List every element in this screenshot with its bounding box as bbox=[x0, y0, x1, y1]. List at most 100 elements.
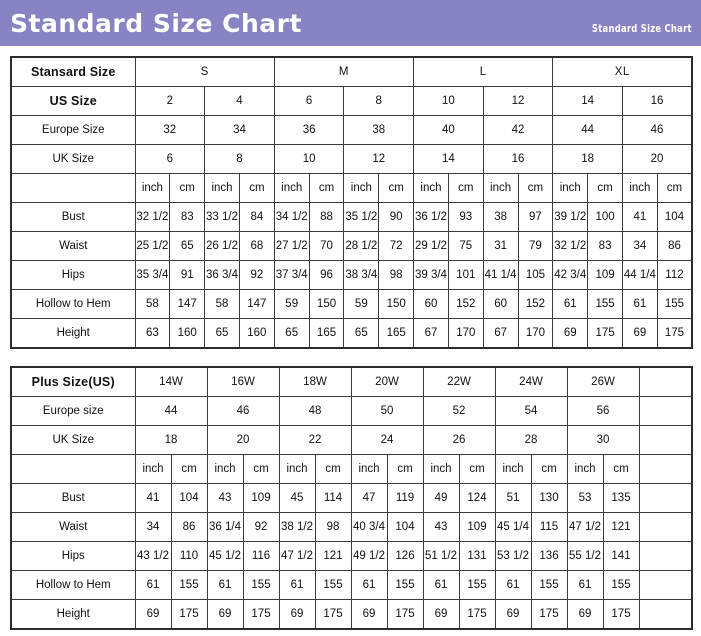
measurement-cm-value: 165 bbox=[308, 318, 345, 349]
table-row-us-size-cell: 16 bbox=[621, 86, 693, 116]
measurement-inch-value: 37 3/4 bbox=[273, 260, 310, 290]
measurement-cm-value: 86 bbox=[656, 231, 693, 261]
table-row-europe-size-cell: 44 bbox=[552, 115, 623, 145]
measurement-inch-value: 65 bbox=[273, 318, 310, 349]
measurement-inch-value: 65 bbox=[204, 318, 240, 349]
measurement-label: Hollow to Hem bbox=[10, 289, 136, 319]
measurement-inch-value: 53 1/2 bbox=[494, 541, 532, 571]
table-row-plus-size-cell: 18W bbox=[278, 366, 352, 397]
measurement-cm-value: 147 bbox=[238, 289, 275, 319]
measurement-cm-value: 97 bbox=[517, 202, 554, 232]
measurement-label: Hips bbox=[10, 541, 136, 571]
measurement-inch-value: 49 1/2 bbox=[350, 541, 388, 571]
measurement-inch-value: 59 bbox=[343, 289, 380, 319]
measurement-inch-value: 67 bbox=[482, 318, 519, 349]
measurement-cm-value: 92 bbox=[238, 260, 275, 290]
measurement-inch-value: 60 bbox=[413, 289, 449, 319]
measurement-cm-value: 175 bbox=[530, 599, 568, 630]
measurement-inch-value: 38 bbox=[482, 202, 519, 232]
table-row-plus-size-cell: 26W bbox=[566, 366, 640, 397]
measurement-cm-value: 83 bbox=[587, 231, 623, 261]
measurement-cm-value: 175 bbox=[170, 599, 208, 630]
trailing-empty-cell bbox=[638, 483, 693, 513]
table-row-europe-size-cell: 36 bbox=[273, 115, 345, 145]
measurement-cm-value: 175 bbox=[386, 599, 424, 630]
measurement-inch-value: 32 1/2 bbox=[134, 202, 171, 232]
measurement-cm-value: 104 bbox=[170, 483, 208, 513]
measurement-inch-value: 42 3/4 bbox=[552, 260, 589, 290]
table-row-us-size-label: US Size bbox=[10, 86, 136, 116]
table-row-uk-size: UK Size 6 8 10 12 14 16 18 20 bbox=[10, 144, 693, 174]
measurement-inch-value: 51 bbox=[494, 483, 532, 513]
table-row-europe-size: Europe Size 32 34 36 38 40 42 44 46 bbox=[10, 115, 693, 145]
measurement-label: Bust bbox=[10, 202, 136, 232]
measurement-inch-value: 27 1/2 bbox=[273, 231, 310, 261]
unit-header-inch: inch bbox=[350, 454, 388, 484]
measurement-cm-value: 90 bbox=[378, 202, 415, 232]
measurement-label: Waist bbox=[10, 231, 136, 261]
measurement-inch-value: 25 1/2 bbox=[134, 231, 171, 261]
measurement-label: Hollow to Hem bbox=[10, 570, 136, 600]
table-row-plus-size-label: Plus Size(US) bbox=[10, 366, 136, 397]
measurement-cm-value: 83 bbox=[169, 202, 206, 232]
measurement-cm-value: 68 bbox=[238, 231, 275, 261]
table-row-uk-size-cell: 12 bbox=[343, 144, 415, 174]
table-row-europe-size-cell: 42 bbox=[482, 115, 554, 145]
measurement-cm-value: 150 bbox=[308, 289, 345, 319]
measurement-cm-value: 155 bbox=[656, 289, 693, 319]
table-row-units: inch cm inch cm inch cm inch cm inch cm inch cm inch… bbox=[10, 173, 693, 203]
measurement-cm-value: 175 bbox=[587, 318, 623, 349]
table-row-uk-size-label: UK Size bbox=[10, 425, 136, 455]
measurement-inch-value: 53 bbox=[566, 483, 604, 513]
measurement-inch-value: 69 bbox=[278, 599, 316, 630]
measurement-inch-value: 33 1/2 bbox=[204, 202, 240, 232]
measurement-inch-value: 32 1/2 bbox=[552, 231, 589, 261]
table-row-size-groups: Stansard Size S M L XL bbox=[10, 56, 693, 87]
measurement-inch-value: 34 1/2 bbox=[273, 202, 310, 232]
measurement-inch-value: 61 bbox=[566, 570, 604, 600]
unit-header-cm: cm bbox=[378, 173, 415, 203]
measurement-inch-value: 31 bbox=[482, 231, 519, 261]
measurement-cm-value: 155 bbox=[458, 570, 496, 600]
measurement-label: Bust bbox=[10, 483, 136, 513]
table-row-uk-size-cell: 28 bbox=[494, 425, 568, 455]
measurement-inch-value: 35 3/4 bbox=[134, 260, 171, 290]
measurement-cm-value: 121 bbox=[314, 541, 352, 571]
measurement-inch-value: 29 1/2 bbox=[413, 231, 449, 261]
table-row-measurement: Waist 25 1/2 65 26 1/2 68 27 1/2 70 28 1/2 72 29 … bbox=[10, 231, 693, 261]
measurement-cm-value: 98 bbox=[378, 260, 415, 290]
measurement-inch-value: 34 bbox=[621, 231, 658, 261]
table-row-us-size-cell: 10 bbox=[413, 86, 484, 116]
size-group-header: XL bbox=[552, 56, 693, 87]
measurement-cm-value: 135 bbox=[602, 483, 640, 513]
unit-header-cm: cm bbox=[447, 173, 484, 203]
table-row-uk-size-cell: 18 bbox=[552, 144, 623, 174]
unit-header-cm: cm bbox=[530, 454, 568, 484]
page-title: Standard Size Chart bbox=[10, 8, 302, 38]
measurement-cm-value: 101 bbox=[447, 260, 484, 290]
measurement-cm-value: 104 bbox=[386, 512, 424, 542]
table-row-europe-size: Europe size 44 46 48 50 52 54 56 bbox=[10, 396, 693, 426]
table-row-uk-size-cell: 16 bbox=[482, 144, 554, 174]
table-row-europe-size-cell: 56 bbox=[566, 396, 640, 426]
standard-size-corner-label: Stansard Size bbox=[10, 56, 136, 87]
table-row-europe-size-cell: 54 bbox=[494, 396, 568, 426]
measurement-cm-value: 100 bbox=[587, 202, 623, 232]
measurement-inch-value: 41 1/4 bbox=[482, 260, 519, 290]
measurement-inch-value: 43 bbox=[206, 483, 244, 513]
measurement-inch-value: 36 1/2 bbox=[413, 202, 449, 232]
measurement-inch-value: 60 bbox=[482, 289, 519, 319]
table-row-measurement: Height 63 160 65 160 65 165 65 165 67 170 67 170 69 17… bbox=[10, 318, 693, 349]
table-row-units: inch cm inch cm inch cm inch cm inch cm inch cm inch… bbox=[10, 454, 693, 484]
measurement-label: Height bbox=[10, 318, 136, 349]
measurement-inch-value: 69 bbox=[134, 599, 172, 630]
measurement-inch-value: 34 bbox=[134, 512, 172, 542]
table-row-europe-size-cell: 44 bbox=[134, 396, 208, 426]
trailing-empty-cell bbox=[638, 599, 693, 630]
measurement-inch-value: 40 3/4 bbox=[350, 512, 388, 542]
table-row-uk-size-cell: 30 bbox=[566, 425, 640, 455]
measurement-inch-value: 35 1/2 bbox=[343, 202, 380, 232]
measurement-inch-value: 58 bbox=[204, 289, 240, 319]
table-row-uk-size-cell: 20 bbox=[621, 144, 693, 174]
measurement-inch-value: 43 1/2 bbox=[134, 541, 172, 571]
